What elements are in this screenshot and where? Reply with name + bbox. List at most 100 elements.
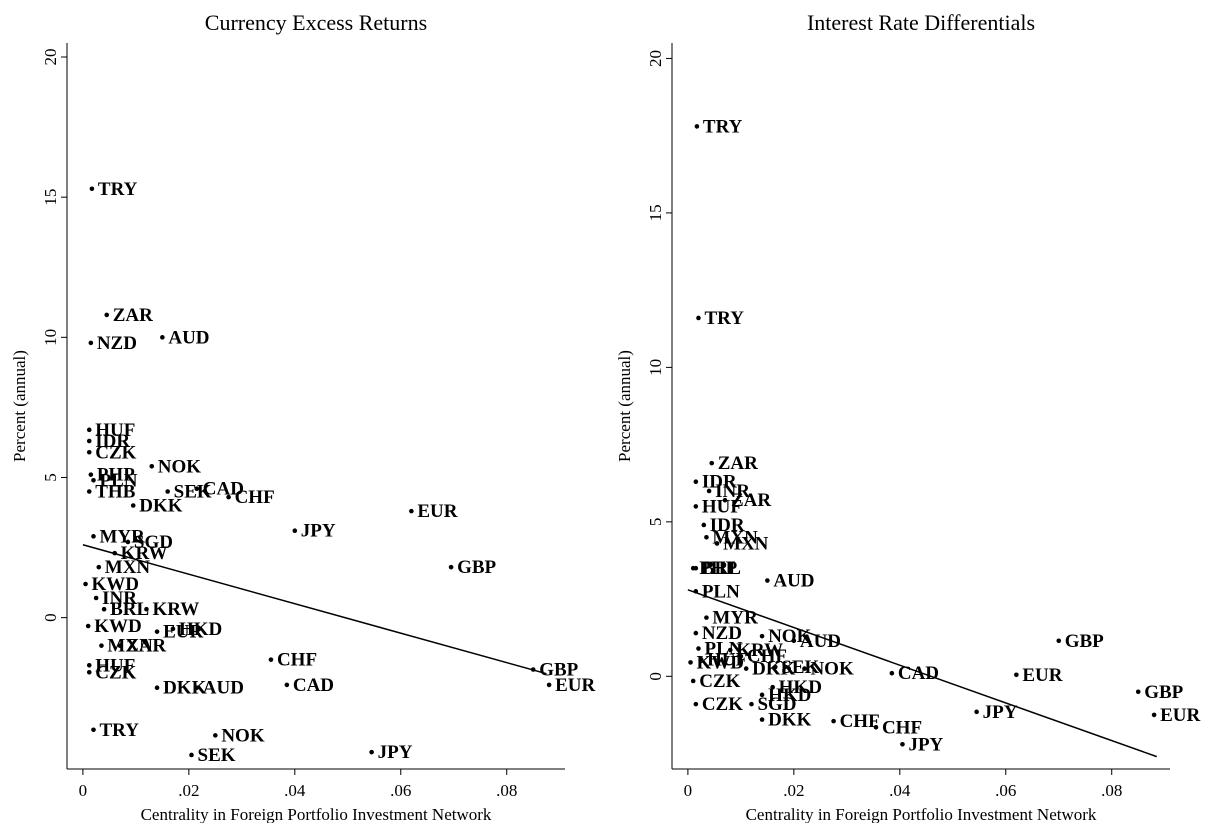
data-point bbox=[802, 666, 807, 671]
data-point bbox=[1135, 689, 1141, 695]
data-point-label: DKK bbox=[752, 659, 796, 680]
data-point bbox=[292, 528, 298, 534]
data-point bbox=[160, 335, 165, 340]
data-point-label: AUD bbox=[773, 571, 814, 592]
data-point bbox=[86, 438, 92, 444]
data-point bbox=[165, 489, 170, 494]
data-point bbox=[189, 752, 194, 758]
points-group: TRYTRYZARIDRINRZARHUFIDRMXNMXNPHPBRLAUDP… bbox=[688, 116, 1201, 755]
data-point-label: DKK bbox=[139, 496, 183, 517]
fit-line bbox=[687, 589, 1158, 758]
data-point bbox=[696, 315, 701, 321]
x-tick-label: .06 bbox=[995, 781, 1016, 800]
data-point bbox=[693, 630, 699, 636]
data-point bbox=[104, 312, 110, 318]
data-point-label: ZAR bbox=[718, 453, 758, 474]
data-point-label: IDR bbox=[702, 472, 737, 493]
data-point-label: CZK bbox=[702, 694, 743, 715]
data-point bbox=[693, 479, 699, 484]
data-point-label: CHF bbox=[882, 717, 922, 738]
data-point bbox=[889, 670, 895, 676]
data-point bbox=[701, 522, 707, 528]
data-point bbox=[722, 497, 728, 503]
data-point-label: SGD bbox=[757, 694, 796, 715]
data-point bbox=[91, 534, 96, 539]
data-point-label: CHF bbox=[840, 711, 880, 732]
y-tick-label: 10 bbox=[41, 329, 60, 346]
data-point bbox=[101, 606, 107, 612]
data-point bbox=[873, 724, 879, 730]
data-point bbox=[831, 718, 836, 724]
data-point-label: MXN bbox=[105, 557, 151, 578]
data-point bbox=[696, 646, 701, 651]
panel-interest-rate-differentials: Interest Rate Differentials Percent (ann… bbox=[615, 10, 1201, 823]
y-tick-label: 20 bbox=[646, 50, 665, 67]
data-point-label: CHF bbox=[235, 487, 275, 508]
chart-title: Interest Rate Differentials bbox=[807, 10, 1035, 35]
data-point bbox=[130, 503, 136, 508]
data-point bbox=[99, 643, 104, 648]
data-point bbox=[1151, 712, 1157, 718]
data-point-label: AUD bbox=[203, 678, 244, 699]
data-point-label: GBP bbox=[1065, 631, 1104, 652]
data-point-label: MXN bbox=[107, 636, 153, 657]
data-point-label: ZAR bbox=[113, 305, 153, 326]
data-point-label: HUF bbox=[702, 496, 742, 517]
data-point bbox=[704, 615, 709, 620]
data-point-label: MYR bbox=[99, 526, 145, 547]
data-point bbox=[727, 647, 733, 653]
data-point bbox=[1014, 672, 1019, 678]
data-point bbox=[448, 564, 454, 570]
data-point-label: BRL bbox=[110, 599, 149, 620]
data-point bbox=[688, 660, 693, 665]
x-tick-label: .08 bbox=[1101, 781, 1122, 800]
data-point bbox=[86, 669, 92, 675]
x-tick-label: .02 bbox=[178, 781, 199, 800]
data-point-label: NZD bbox=[97, 333, 137, 354]
data-point-label: ZAR bbox=[731, 490, 771, 511]
data-point-label: GBP bbox=[1144, 682, 1183, 703]
data-point-label: ZAR bbox=[126, 636, 166, 657]
data-point bbox=[738, 653, 744, 659]
data-point bbox=[93, 595, 99, 601]
data-point bbox=[770, 684, 775, 690]
data-point bbox=[170, 626, 176, 632]
data-point-label: INR bbox=[715, 481, 750, 502]
data-point bbox=[546, 682, 552, 688]
data-point bbox=[409, 508, 414, 514]
data-point-label: EUR bbox=[555, 675, 595, 696]
y-axis-label: Percent (annual) bbox=[615, 350, 634, 462]
fit-line-group bbox=[687, 589, 1158, 758]
data-point bbox=[759, 692, 765, 698]
data-point-label: KRW bbox=[121, 543, 168, 564]
data-point-label: TRY bbox=[704, 308, 744, 329]
data-point-label: PLN bbox=[702, 581, 740, 602]
data-point-label: KWD bbox=[92, 574, 140, 595]
data-point-label: KRW bbox=[152, 599, 199, 620]
data-point bbox=[144, 606, 149, 612]
data-point bbox=[765, 578, 770, 583]
data-point-label: JPY bbox=[301, 521, 336, 542]
data-point-label: SGD bbox=[134, 532, 173, 553]
data-point-label: TRY bbox=[98, 179, 138, 200]
data-point bbox=[83, 581, 88, 587]
data-point bbox=[85, 623, 91, 629]
data-point-label: HUF bbox=[707, 649, 747, 670]
y-axis-label: Percent (annual) bbox=[10, 350, 29, 462]
data-point-label: HUF bbox=[95, 655, 135, 676]
data-point bbox=[714, 541, 720, 546]
data-point-label: JPY bbox=[983, 702, 1018, 723]
data-point bbox=[86, 449, 92, 455]
data-point-label: DKK bbox=[768, 710, 812, 731]
data-point bbox=[284, 682, 290, 688]
data-point-label: TRY bbox=[703, 116, 743, 137]
data-point bbox=[369, 749, 374, 755]
data-point bbox=[125, 539, 131, 545]
data-point bbox=[149, 463, 155, 469]
data-point bbox=[791, 638, 797, 644]
data-point bbox=[743, 666, 749, 671]
data-point bbox=[194, 685, 200, 691]
data-point-label: CAD bbox=[293, 675, 334, 696]
